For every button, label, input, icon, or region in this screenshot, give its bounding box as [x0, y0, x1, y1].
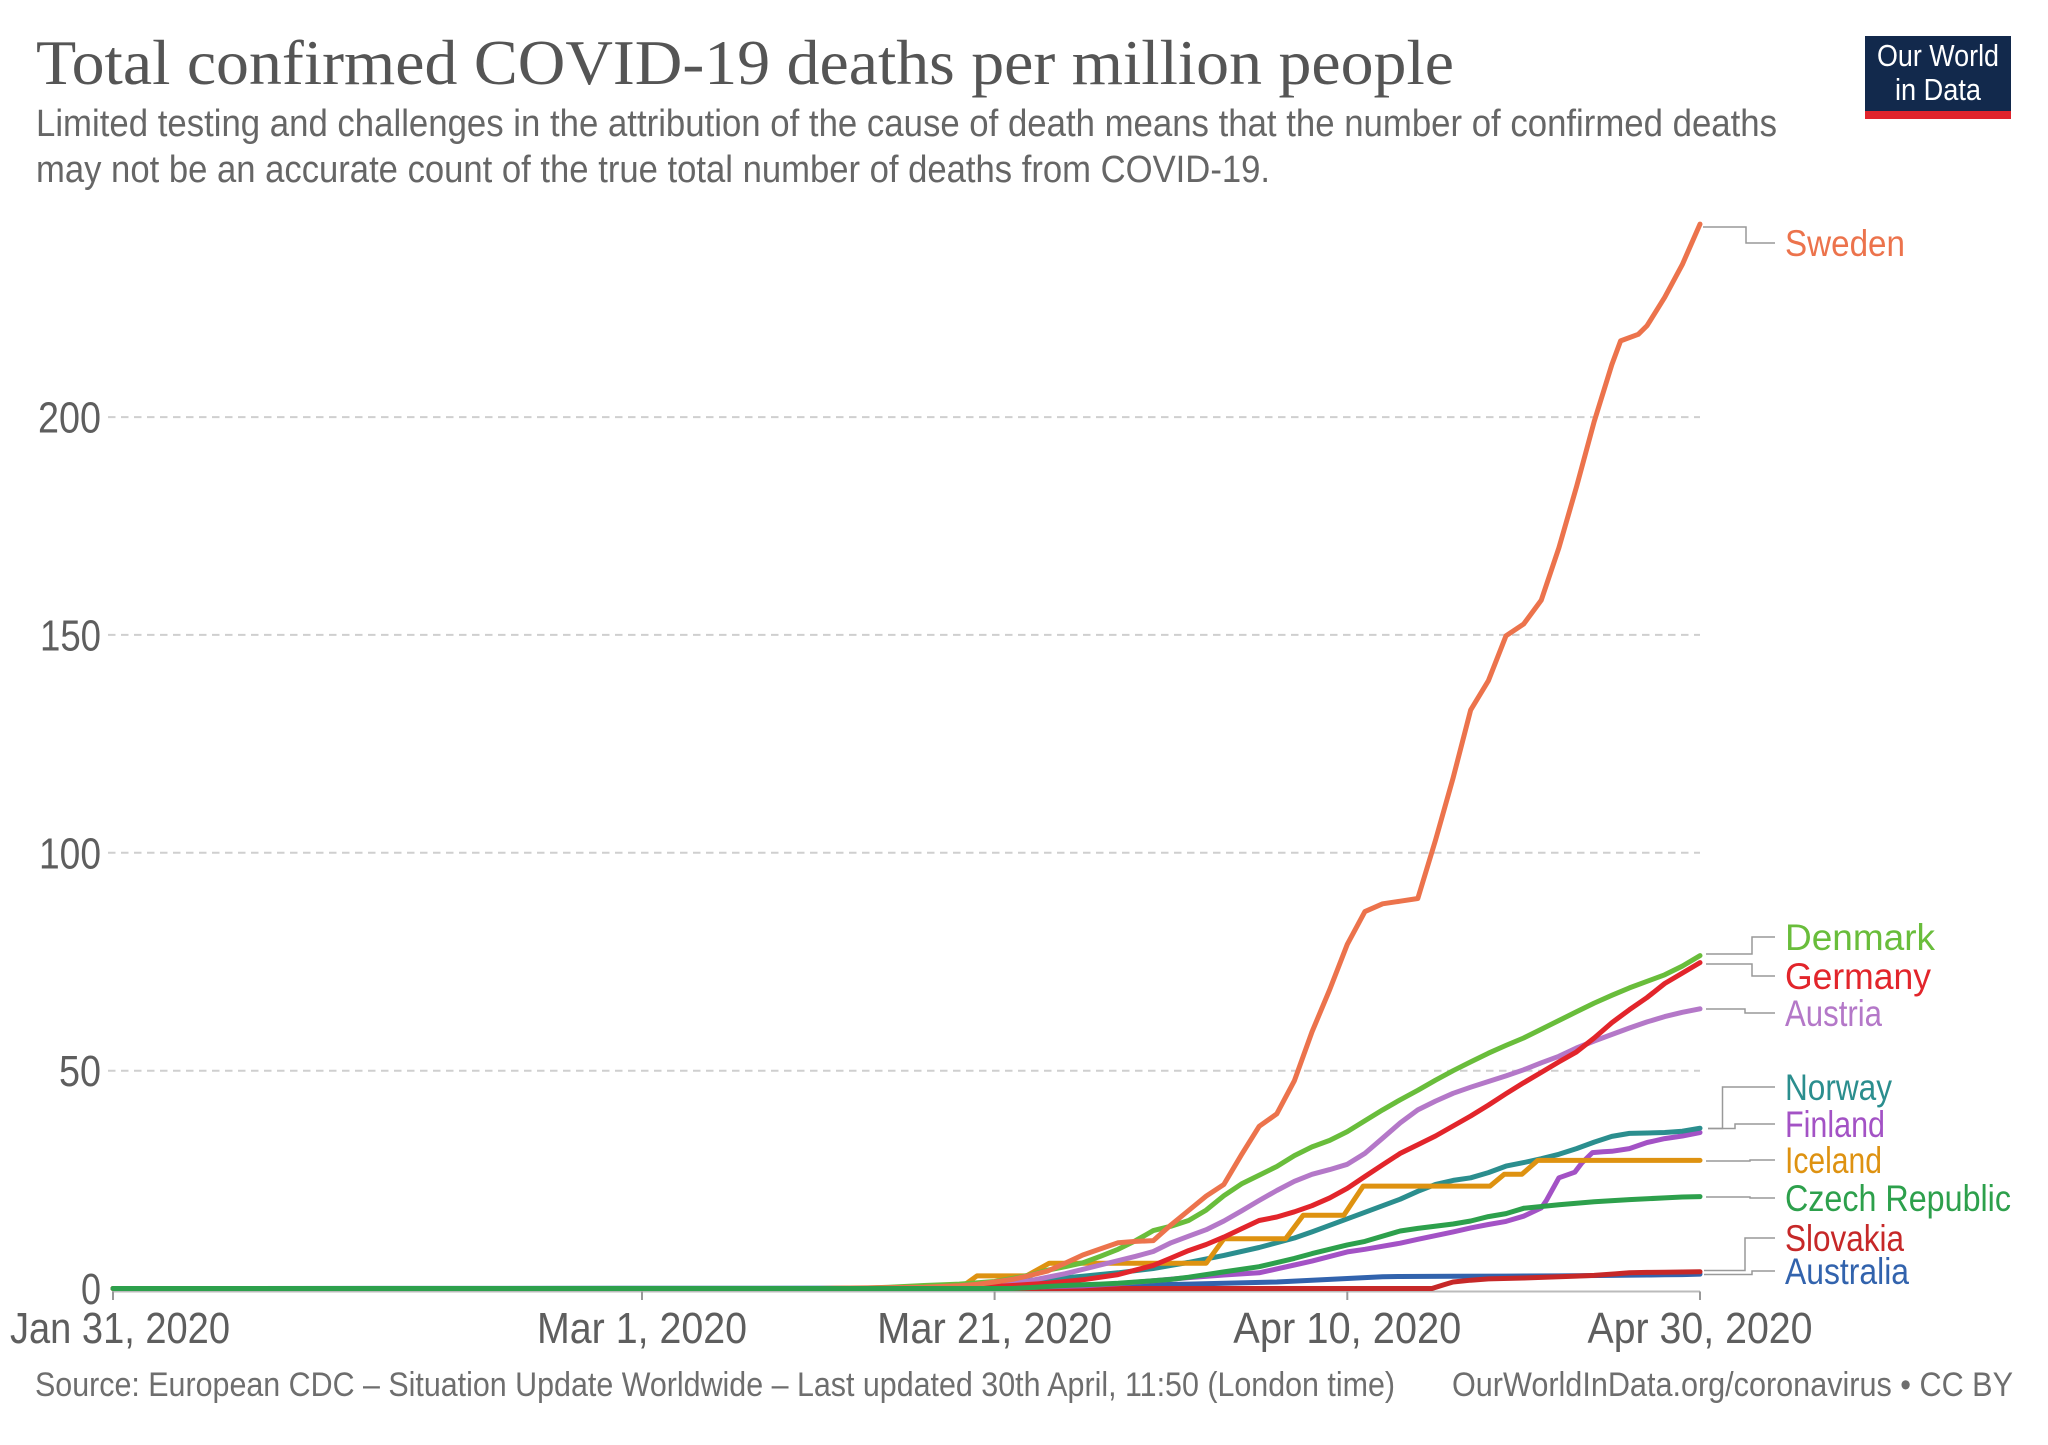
svg-text:200: 200	[38, 394, 101, 443]
svg-text:150: 150	[40, 611, 101, 660]
svg-text:Slovakia: Slovakia	[1785, 1218, 1904, 1259]
svg-text:Jan 31, 2020: Jan 31, 2020	[10, 1304, 230, 1353]
svg-text:Australia: Australia	[1785, 1251, 1909, 1292]
svg-text:Austria: Austria	[1785, 993, 1882, 1034]
svg-text:Apr 30, 2020: Apr 30, 2020	[1588, 1304, 1813, 1353]
svg-text:Sweden: Sweden	[1785, 223, 1905, 264]
svg-text:50: 50	[59, 1047, 101, 1096]
svg-text:Germany: Germany	[1785, 956, 1931, 997]
svg-text:OurWorldInData.org/coronavirus: OurWorldInData.org/coronavirus • CC BY	[1452, 1366, 2013, 1404]
svg-text:Our World: Our World	[1877, 38, 1999, 73]
svg-text:0: 0	[81, 1265, 101, 1314]
svg-text:Iceland: Iceland	[1785, 1140, 1882, 1181]
svg-text:Finland: Finland	[1785, 1104, 1885, 1145]
svg-text:100: 100	[39, 829, 101, 878]
svg-text:Apr 10, 2020: Apr 10, 2020	[1233, 1304, 1461, 1353]
svg-text:Source: European CDC – Situati: Source: European CDC – Situation Update …	[35, 1366, 1395, 1404]
svg-text:may not be an accurate count o: may not be an accurate count of the true…	[36, 149, 1270, 191]
svg-text:Mar 21, 2020: Mar 21, 2020	[877, 1304, 1112, 1353]
svg-text:Mar 1, 2020: Mar 1, 2020	[537, 1304, 747, 1353]
svg-text:Norway: Norway	[1785, 1067, 1892, 1108]
svg-text:Denmark: Denmark	[1785, 917, 1935, 958]
svg-text:Total confirmed COVID-19 death: Total confirmed COVID-19 deaths per mill…	[36, 28, 1454, 98]
svg-text:Czech Republic: Czech Republic	[1785, 1178, 2011, 1219]
svg-text:in Data: in Data	[1895, 72, 1982, 107]
svg-text:Limited testing and challenges: Limited testing and challenges in the at…	[36, 103, 1777, 145]
